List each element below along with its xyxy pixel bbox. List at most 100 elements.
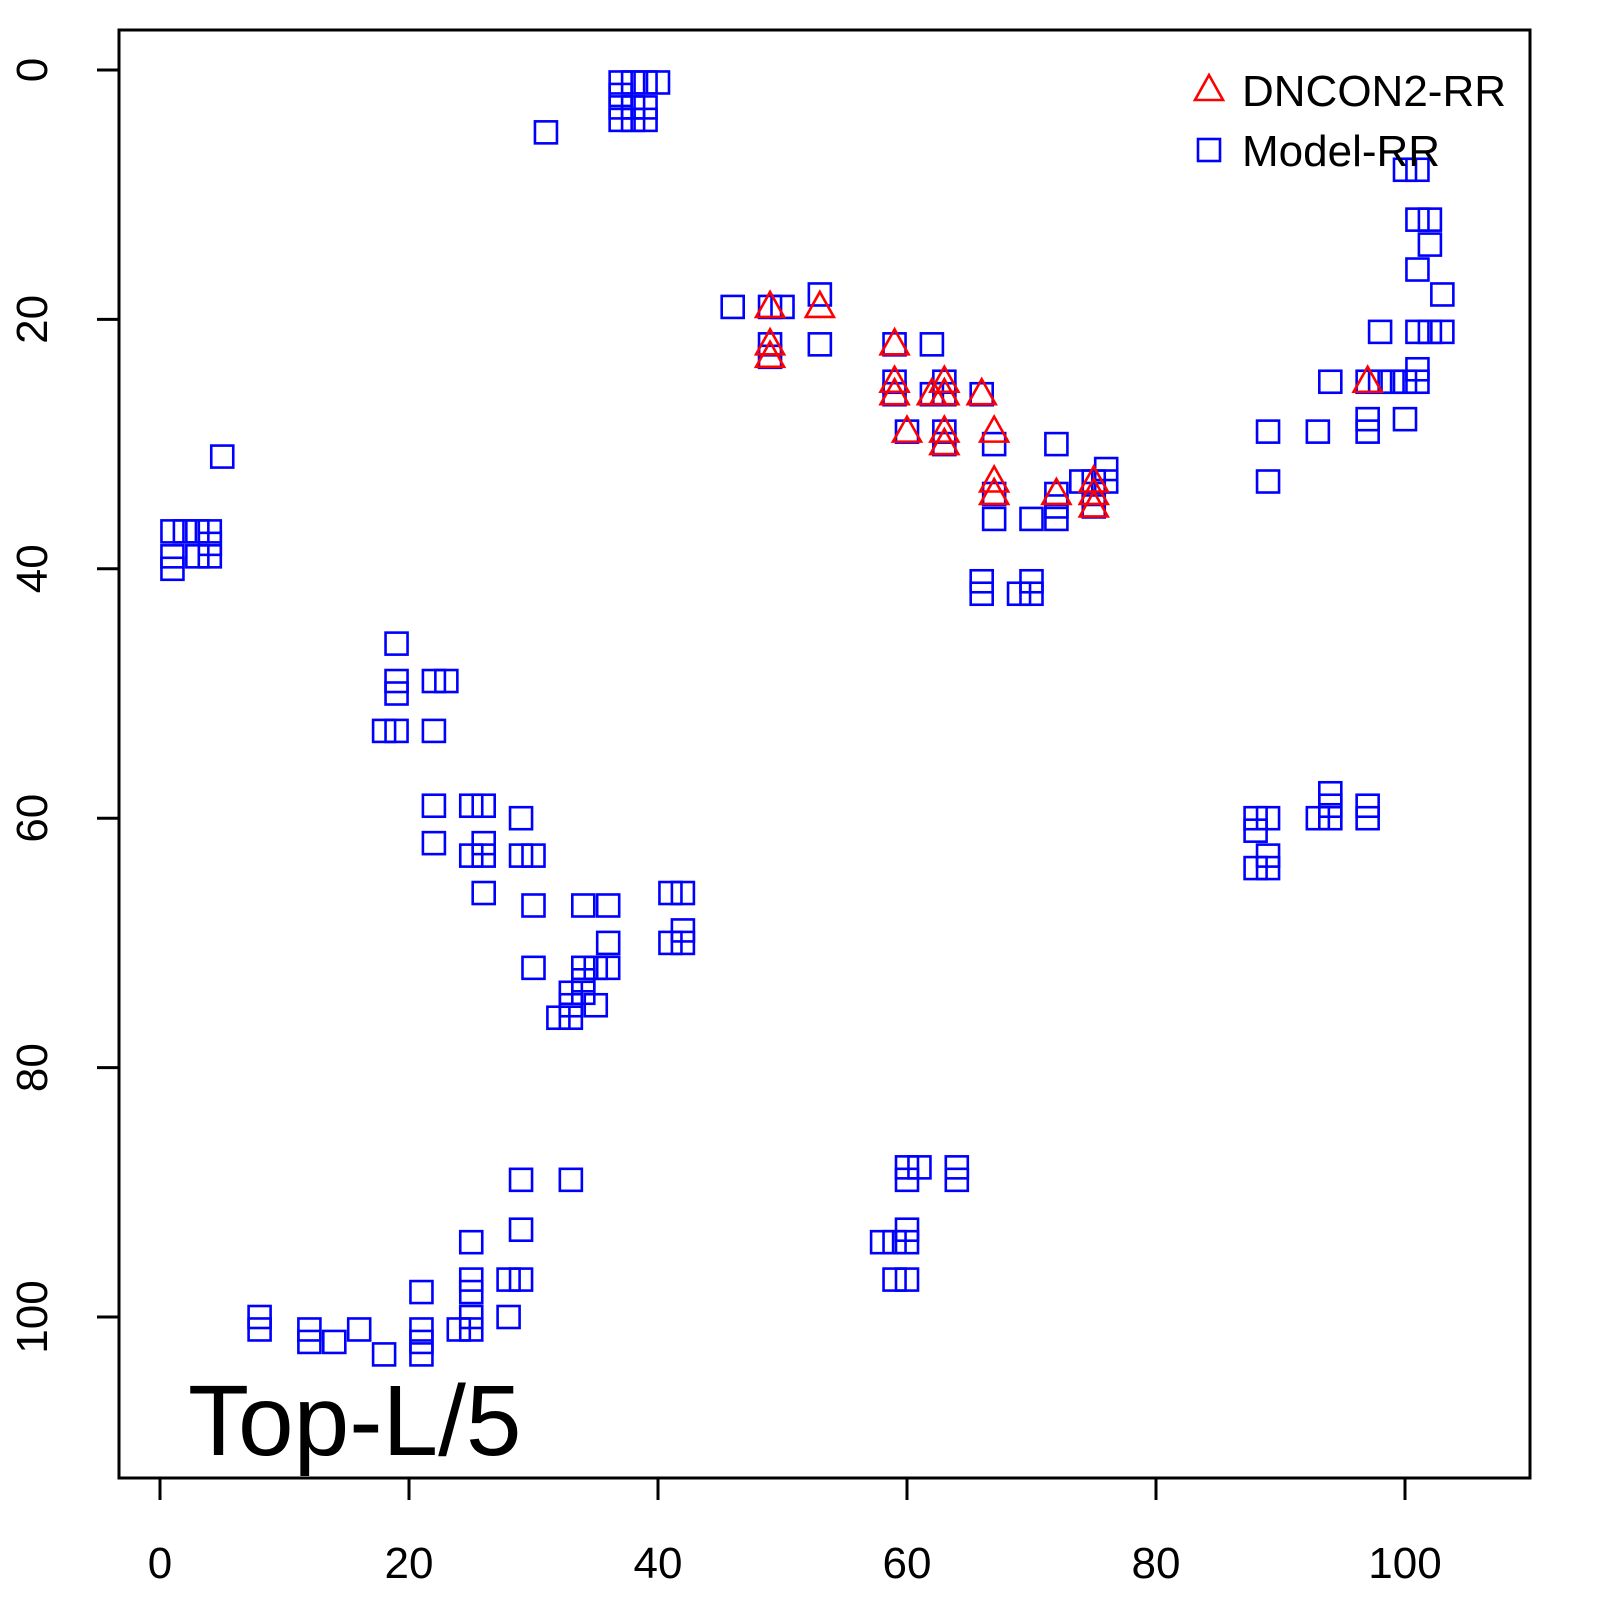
point-model-rr — [1019, 506, 1044, 532]
point-model-rr — [471, 880, 497, 906]
point-model-rr — [1243, 855, 1268, 881]
point-model-rr — [409, 1279, 434, 1305]
point-model-rr — [894, 1155, 920, 1180]
point-model-rr — [458, 1267, 484, 1292]
point-model-rr — [1355, 805, 1380, 831]
point-model-rr — [1019, 581, 1044, 607]
point-model-rr — [595, 955, 621, 981]
point-model-rr — [558, 992, 584, 1018]
point-dncon2-rr — [977, 476, 1011, 506]
point-model-rr — [882, 1229, 907, 1255]
point-model-rr — [670, 930, 696, 956]
point-model-rr — [620, 107, 646, 133]
point-model-rr — [384, 668, 409, 694]
point-model-rr — [633, 95, 658, 120]
x-tick-label: 20 — [385, 1539, 434, 1588]
point-model-rr — [894, 1229, 920, 1255]
x-tick-label: 0 — [148, 1539, 172, 1588]
point-model-rr — [458, 1304, 484, 1330]
point-model-rr — [1355, 419, 1380, 444]
point-model-rr — [1006, 581, 1032, 607]
point-model-rr — [1392, 406, 1418, 432]
y-tick-label: 0 — [8, 58, 57, 82]
point-model-rr — [421, 718, 447, 744]
point-model-rr — [508, 843, 534, 868]
point-model-rr — [944, 1167, 970, 1193]
point-model-rr — [608, 107, 633, 133]
point-model-rr — [558, 980, 584, 1006]
point-dncon2-rr — [928, 413, 961, 443]
point-model-rr — [471, 830, 497, 856]
point-model-rr — [1392, 369, 1418, 395]
point-model-rr — [1430, 319, 1455, 345]
point-model-rr — [570, 955, 596, 981]
point-model-rr — [321, 1329, 347, 1355]
point-model-rr — [595, 893, 621, 918]
point-model-rr — [720, 294, 746, 320]
point-model-rr — [346, 1317, 372, 1342]
point-model-rr — [1405, 257, 1430, 282]
legend-symbol-dncon2-rr — [1192, 72, 1226, 102]
point-model-rr — [384, 718, 409, 744]
point-model-rr — [658, 930, 683, 956]
y-tick-label: 100 — [8, 1280, 57, 1353]
point-model-rr — [508, 1217, 534, 1243]
point-model-rr — [608, 70, 633, 95]
point-model-rr — [458, 1229, 484, 1255]
point-model-rr — [1044, 431, 1069, 457]
point-model-rr — [907, 1155, 932, 1180]
point-dncon2-rr — [928, 376, 961, 406]
point-model-rr — [620, 70, 646, 95]
point-model-rr — [446, 1317, 472, 1342]
point-model-rr — [894, 1267, 920, 1292]
data-points — [160, 70, 1455, 1367]
point-dncon2-rr — [1077, 476, 1110, 506]
point-model-rr — [869, 1229, 895, 1255]
point-model-rr — [421, 830, 447, 856]
point-model-rr — [1243, 805, 1268, 831]
point-model-rr — [508, 805, 534, 831]
point-model-rr — [297, 1317, 322, 1342]
point-dncon2-rr — [753, 289, 787, 319]
point-model-rr — [981, 431, 1007, 457]
point-model-rr — [1405, 356, 1430, 382]
y-tick-label: 20 — [8, 295, 57, 344]
point-model-rr — [160, 556, 185, 582]
point-dncon2-rr — [1077, 488, 1110, 518]
point-model-rr — [1380, 369, 1405, 395]
point-model-rr — [508, 1267, 534, 1292]
point-dncon2-rr — [878, 326, 911, 356]
point-model-rr — [1255, 805, 1281, 831]
point-model-rr — [969, 568, 995, 594]
point-model-rr — [894, 1167, 920, 1193]
point-model-rr — [1417, 319, 1443, 345]
point-model-rr — [160, 544, 185, 569]
point-dncon2-rr — [753, 339, 787, 369]
point-model-rr — [1405, 319, 1430, 345]
point-model-rr — [882, 1267, 907, 1292]
point-model-rr — [608, 95, 633, 120]
point-model-rr — [1430, 282, 1455, 307]
y-tick-label: 60 — [8, 794, 57, 843]
x-axis: 0 20 40 60 80 100 — [148, 1476, 1442, 1588]
point-model-rr — [1044, 506, 1069, 532]
point-model-rr — [570, 893, 596, 918]
legend-label-dncon2-rr: DNCON2-RR — [1242, 67, 1506, 116]
point-model-rr — [633, 70, 658, 95]
point-dncon2-rr — [965, 376, 998, 406]
series-dncon2-rr — [753, 289, 1384, 518]
point-dncon2-rr — [803, 289, 837, 319]
point-model-rr — [620, 95, 646, 120]
point-model-rr — [1255, 419, 1281, 444]
x-tick-label: 100 — [1368, 1539, 1441, 1588]
point-dncon2-rr — [1351, 364, 1384, 394]
point-model-rr — [533, 120, 559, 145]
point-model-rr — [496, 1304, 521, 1330]
point-model-rr — [570, 980, 596, 1006]
point-model-rr — [247, 1317, 272, 1342]
point-model-rr — [1318, 369, 1343, 395]
point-model-rr — [409, 1329, 434, 1355]
point-model-rr — [160, 519, 185, 544]
point-model-rr — [458, 1317, 484, 1342]
point-model-rr — [546, 1005, 571, 1031]
